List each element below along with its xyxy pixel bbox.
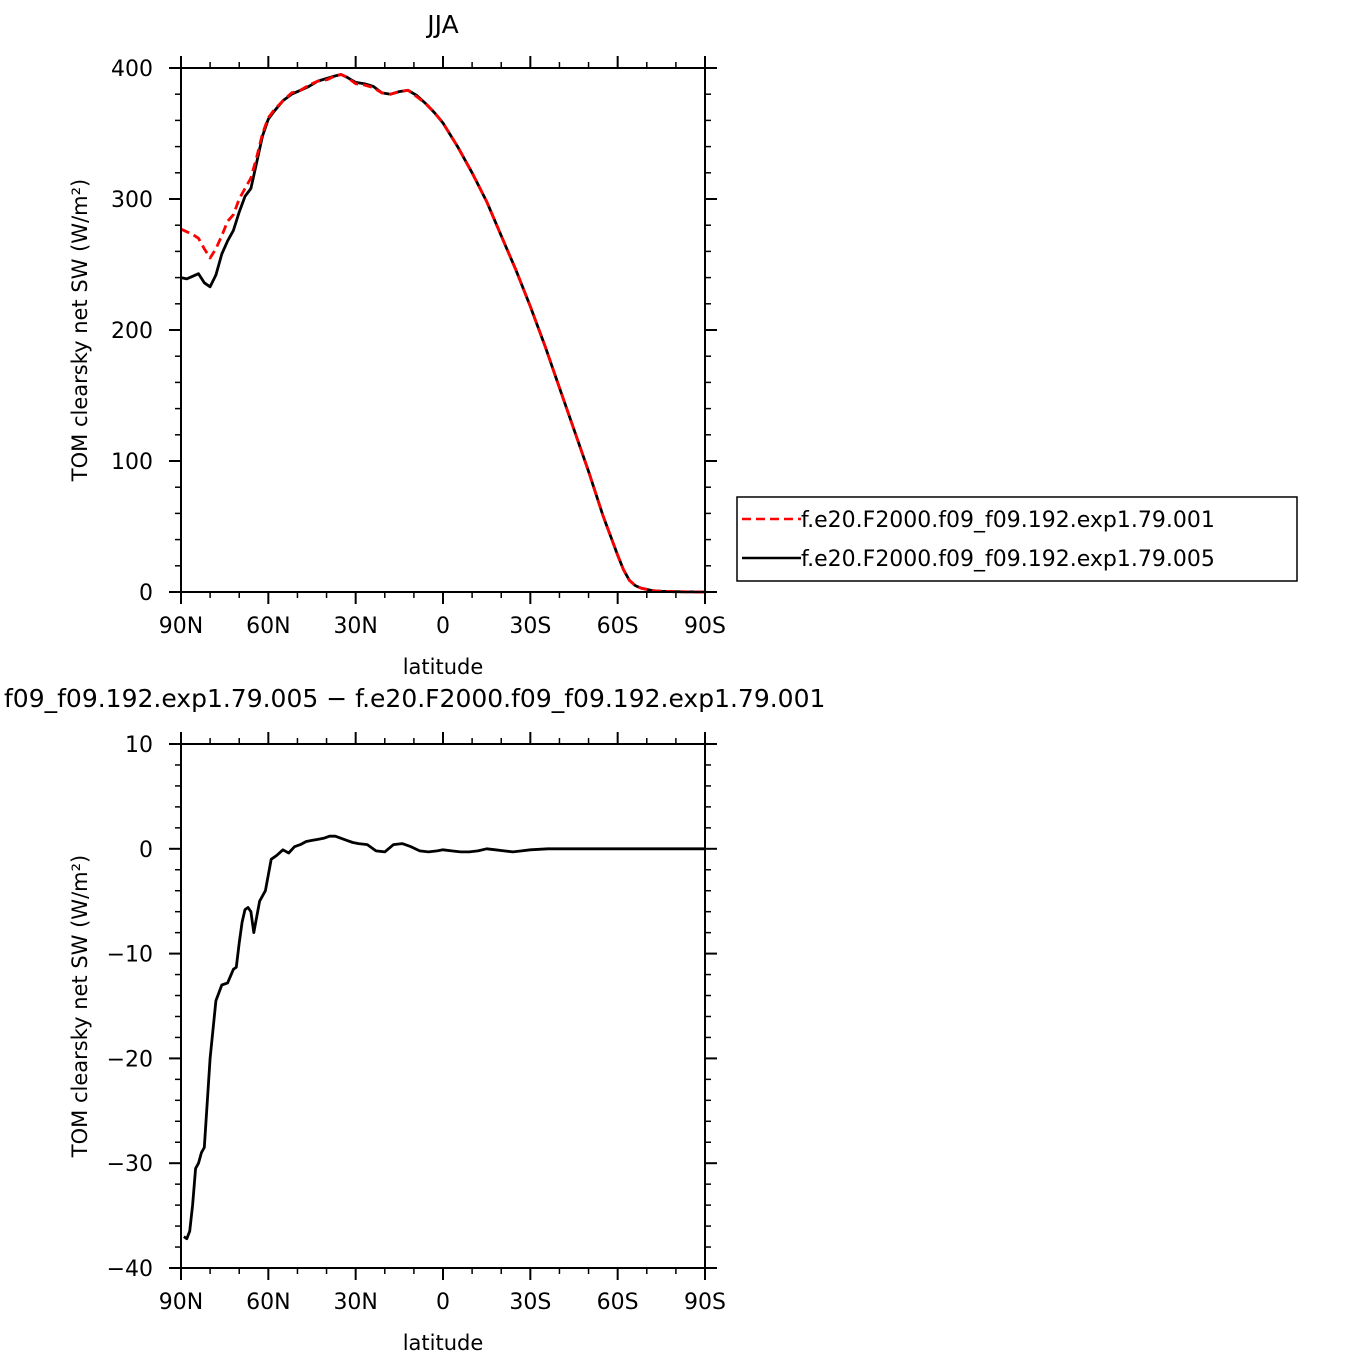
x-tick-label: 60N — [246, 614, 290, 639]
x-tick-label: 30S — [509, 614, 551, 639]
legend-label-series-1: f.e20.F2000.f09_f09.192.exp1.79.001 — [801, 508, 1215, 533]
plot-frame — [180, 743, 706, 1269]
series-line-1 — [180, 73, 706, 594]
y-tick-label: −20 — [107, 1047, 153, 1072]
tick-labels: 90N 60N 30N 0 30S 60S 90S −40 −30 −20 −10 0 10 — [107, 733, 726, 1315]
series-lines — [180, 73, 706, 594]
plot-frame — [180, 67, 706, 593]
x-axis-label: latitude — [403, 655, 484, 679]
x-tick-label: 90N — [159, 1290, 203, 1315]
x-tick-label: 0 — [436, 614, 450, 639]
legend-box — [736, 496, 1298, 582]
bottom-chart-panel: f09_f09.192.exp1.79.005 − f.e20.F2000.f0… — [4, 684, 825, 1355]
x-axis-label: latitude — [403, 1331, 484, 1355]
y-tick-label: −10 — [107, 943, 153, 968]
x-tick-label: 60S — [597, 614, 639, 639]
chart-title: JJA — [425, 10, 458, 39]
tick-labels: 90N 60N 30N 0 30S 60S 90S 0 100 200 300 400 — [111, 57, 726, 639]
y-tick-label: 100 — [111, 450, 153, 475]
chart-title: f09_f09.192.exp1.79.005 − f.e20.F2000.f0… — [4, 684, 825, 713]
y-tick-label: −30 — [107, 1152, 153, 1177]
x-tick-label: 30N — [333, 614, 377, 639]
y-tick-label: 300 — [111, 188, 153, 213]
series-lines — [183, 834, 705, 1241]
series-line-2 — [180, 73, 706, 594]
y-axis-label: TOM clearsky net SW (W/m²) — [68, 179, 92, 482]
ticks — [169, 56, 717, 604]
series-line-1 — [183, 834, 705, 1241]
legend-label-series-2: f.e20.F2000.f09_f09.192.exp1.79.005 — [801, 547, 1215, 572]
x-tick-label: 60S — [597, 1290, 639, 1315]
y-tick-label: 400 — [111, 57, 153, 82]
x-tick-label: 0 — [436, 1290, 450, 1315]
legend: f.e20.F2000.f09_f09.192.exp1.79.001 f.e2… — [736, 496, 1298, 582]
x-tick-label: 30S — [509, 1290, 551, 1315]
x-tick-label: 90N — [159, 614, 203, 639]
x-tick-label: 90S — [684, 614, 726, 639]
y-tick-label: −40 — [107, 1257, 153, 1282]
y-tick-label: 200 — [111, 319, 153, 344]
ticks — [169, 732, 717, 1280]
y-tick-label: 0 — [139, 581, 153, 606]
y-tick-label: 0 — [139, 838, 153, 863]
x-tick-label: 30N — [333, 1290, 377, 1315]
top-chart-panel: JJA 90N 60N 30N 0 30S 60S 90S 0 100 200 300 400 lat… — [68, 10, 1298, 679]
y-axis-label: TOM clearsky net SW (W/m²) — [68, 855, 92, 1158]
x-tick-label: 60N — [246, 1290, 290, 1315]
y-tick-label: 10 — [125, 733, 153, 758]
x-tick-label: 90S — [684, 1290, 726, 1315]
